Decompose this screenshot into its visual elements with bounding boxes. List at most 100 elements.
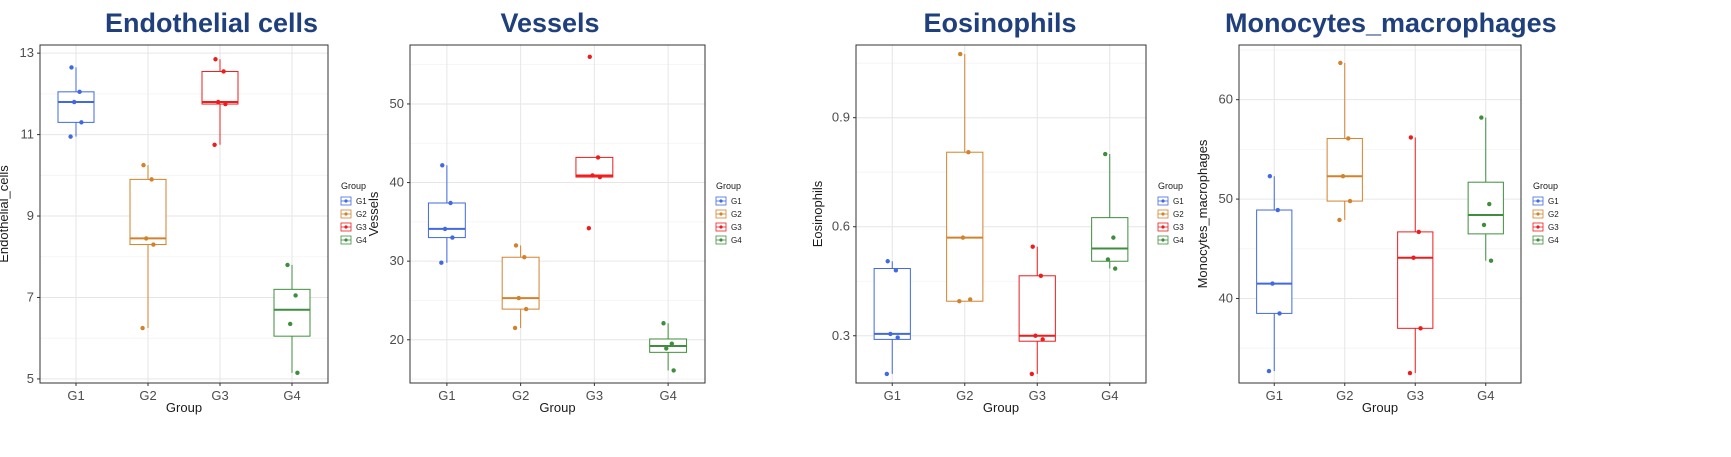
y-tick-label: 0.6: [832, 219, 850, 234]
box-iqr: [201, 70, 239, 105]
data-point: [1111, 235, 1116, 240]
legend-label: G1: [1173, 197, 1184, 206]
legend-key-point: [719, 212, 723, 216]
data-point: [72, 99, 77, 105]
box-g3: [575, 156, 614, 178]
y-tick-label: 5: [27, 371, 34, 386]
chart-plot: 20 30 40 50 G1 G2 G3 G4 Group Vessels Group G1 G2 G3 G…: [366, 44, 742, 415]
data-point: [1267, 174, 1273, 179]
data-point: [1346, 136, 1351, 141]
legend-title: Group: [716, 181, 741, 191]
data-point: [295, 370, 300, 376]
data-point: [1488, 258, 1494, 263]
data-point: [512, 325, 518, 331]
chart-panel-eosinophils: Eosinophils 0.3 0.6 0.9 G1 G2 G3 G4 Group Eosino…: [810, 0, 1295, 457]
box-iqr: [129, 178, 167, 246]
data-point: [885, 259, 890, 264]
data-point: [293, 293, 298, 298]
legend-label: G3: [731, 223, 742, 232]
legend-label: G4: [731, 236, 742, 245]
box-iqr: [273, 288, 311, 337]
data-point: [77, 89, 82, 95]
legend-label: G3: [1173, 223, 1184, 232]
data-point: [967, 297, 973, 302]
data-point: [144, 236, 149, 241]
box-iqr: [873, 268, 911, 340]
legend-item-g4: G4: [340, 235, 367, 245]
x-tick-label: G3: [1407, 388, 1424, 403]
y-tick-label: 20: [390, 332, 404, 347]
data-point: [69, 65, 74, 70]
legend-key-point: [719, 225, 723, 229]
data-point: [513, 243, 519, 248]
legend-item-g2: G2: [1532, 209, 1559, 219]
x-axis-title: Group: [539, 400, 575, 415]
box-iqr: [575, 156, 614, 178]
data-point: [450, 235, 455, 240]
y-axis-title: Eosinophils: [810, 180, 825, 247]
data-point: [149, 177, 154, 182]
data-point: [1479, 115, 1484, 120]
data-point: [1275, 207, 1280, 213]
legend-label: G2: [1548, 210, 1559, 219]
box-iqr: [1397, 231, 1434, 329]
legend-label: G4: [356, 236, 367, 245]
data-point: [888, 331, 893, 337]
legend-item-g4: G4: [1157, 235, 1184, 245]
data-point: [595, 155, 601, 160]
box-iqr: [1018, 275, 1056, 342]
data-point: [1408, 135, 1414, 140]
box-g4: [273, 264, 311, 373]
data-point: [216, 99, 221, 105]
box-iqr: [946, 151, 984, 302]
plot-border: [1238, 44, 1522, 384]
legend-item-g1: G1: [340, 196, 367, 206]
box-g3: [1397, 137, 1434, 374]
x-tick-label: G4: [1101, 388, 1118, 403]
legend-item-g1: G1: [1157, 196, 1184, 206]
data-point: [516, 295, 521, 301]
legend-key-point: [1161, 199, 1165, 203]
y-tick-label: 13: [20, 45, 34, 60]
x-axis-title: Group: [166, 400, 202, 415]
legend-title: Group: [341, 181, 366, 191]
data-point: [213, 57, 218, 62]
legend-key-point: [1536, 212, 1540, 216]
box-iqr: [427, 202, 466, 239]
data-point: [212, 142, 217, 147]
data-point: [1033, 333, 1038, 338]
box-g2: [946, 54, 984, 302]
data-point: [1277, 311, 1282, 316]
x-tick-label: G3: [211, 388, 228, 403]
x-tick-label: G1: [1266, 388, 1283, 403]
y-tick-label: 50: [1219, 191, 1233, 206]
y-tick-label: 50: [390, 96, 404, 111]
x-tick-label: G2: [139, 388, 156, 403]
data-point: [966, 150, 971, 155]
x-axis-title: Group: [983, 400, 1019, 415]
data-point: [1338, 60, 1343, 66]
data-point: [1266, 368, 1272, 374]
box-g4: [1091, 154, 1129, 269]
data-point: [439, 260, 444, 265]
data-point: [1030, 244, 1035, 249]
x-tick-label: G3: [586, 388, 603, 403]
data-point: [958, 51, 963, 57]
legend-item-g2: G2: [340, 209, 367, 219]
y-axis-title: Endothelial_cells: [0, 165, 11, 263]
legend-key-point: [1161, 238, 1165, 242]
x-tick-label: G1: [438, 388, 455, 403]
data-point: [895, 335, 900, 340]
legend-label: G2: [356, 210, 367, 219]
legend-item-g3: G3: [1157, 222, 1184, 232]
y-tick-label: 7: [27, 289, 34, 304]
legend-item-g1: G1: [1532, 196, 1559, 206]
data-point: [597, 174, 603, 180]
data-point: [440, 163, 445, 168]
data-point: [587, 54, 592, 59]
legend-item-g2: G2: [1157, 209, 1184, 219]
box-iqr: [57, 91, 95, 123]
plot-border: [39, 44, 329, 384]
chart-panel-monocytes-macrophages: Monocytes_macrophages 40 50 60 G1 G2 G3 G4 Grou…: [1195, 0, 1731, 457]
chart-title: Monocytes_macrophages: [1225, 8, 1557, 38]
